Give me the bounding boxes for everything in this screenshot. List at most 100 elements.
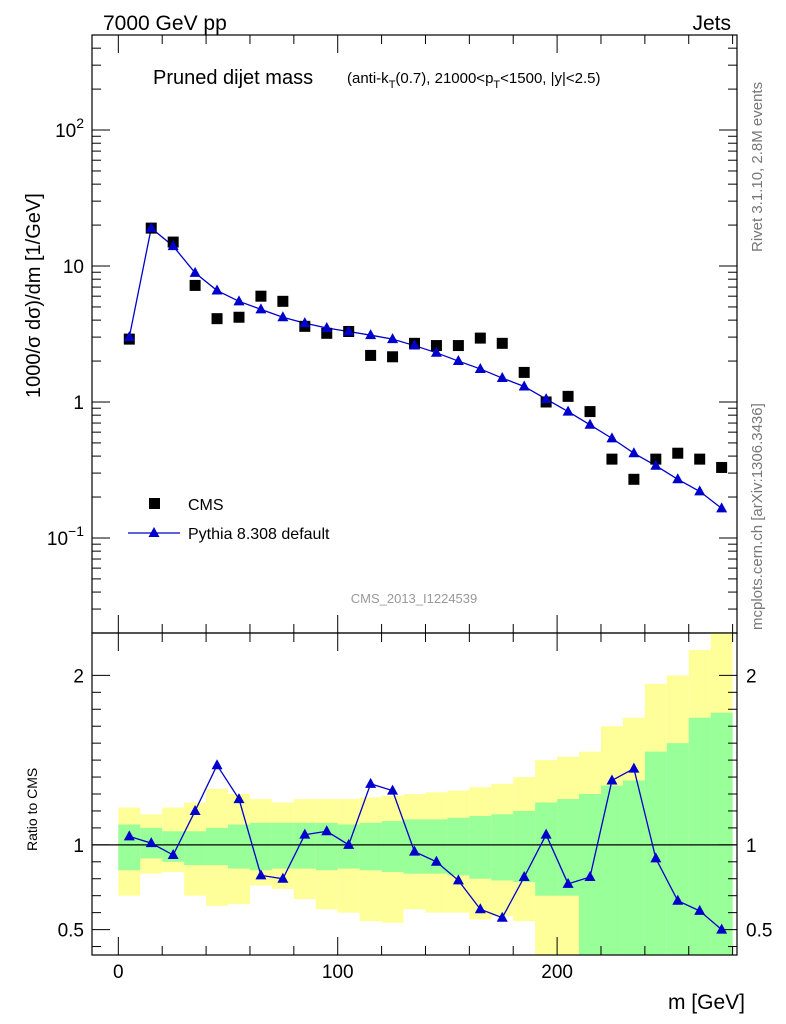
ratio-point <box>452 874 464 885</box>
xtick-label: 200 <box>541 962 573 983</box>
chart-title: Pruned dijet mass <box>153 67 313 89</box>
analysis-id: CMS_2013_I1224539 <box>351 591 478 606</box>
cms-point <box>672 447 684 459</box>
xtick-label: 0 <box>113 962 124 983</box>
cms-point <box>650 453 662 465</box>
ratio-ytick-label-right: 2 <box>746 666 757 687</box>
stat-band-bin <box>228 824 250 869</box>
ratio-point <box>540 828 552 839</box>
ratio-point <box>365 777 377 788</box>
ratio-bands <box>118 633 733 955</box>
ratio-point <box>650 852 662 863</box>
ratio-ytick-label-left: 2 <box>73 666 84 687</box>
main-ytick-label: 10−1 <box>47 523 84 550</box>
stat-band-bin <box>491 814 514 881</box>
main-ticks: 10−1 1 10 102 <box>47 34 737 634</box>
stat-band-bin <box>162 831 185 862</box>
main-ylabel: 1000/σ dσ)/dm [1/GeV] <box>23 193 45 398</box>
main-ytick-label: 1 <box>73 393 84 414</box>
ratio-ticks: 0.5 0.5 1 1 2 2 0 100 200 <box>58 633 772 983</box>
ratio-point <box>255 869 267 880</box>
ratio-point <box>606 774 618 785</box>
cms-point <box>496 337 508 349</box>
ratio-marks <box>123 759 728 934</box>
stat-band-bin <box>118 824 141 871</box>
pythia-point <box>343 325 355 336</box>
cms-point <box>430 340 442 352</box>
stat-band-bin <box>359 822 382 871</box>
stat-band-bin <box>425 819 448 874</box>
ratio-point <box>277 872 289 883</box>
ratio-ytick-label-right: 0.5 <box>746 921 772 942</box>
ratio-point <box>518 871 530 882</box>
ratio-point <box>409 845 420 856</box>
pythia-point <box>650 459 662 470</box>
ratio-ytick-label-left: 1 <box>73 836 84 857</box>
pythia-point <box>321 322 333 333</box>
pythia-point <box>474 362 486 373</box>
cms-point <box>452 340 464 352</box>
pythia-point <box>628 447 640 458</box>
pythia-point <box>716 502 728 513</box>
ratio-point <box>496 911 508 922</box>
pythia-point <box>584 418 596 429</box>
ratio-ytick-label-right: 1 <box>746 836 757 857</box>
cms-point <box>694 453 706 465</box>
legend-cms-marker <box>149 498 160 509</box>
ratio-point <box>145 837 157 848</box>
ratio-point <box>189 804 201 815</box>
ratio-point <box>211 759 223 770</box>
ratio-point <box>167 849 179 860</box>
pythia-point <box>233 295 245 306</box>
cms-point <box>628 473 640 485</box>
stat-band-bin <box>666 743 689 955</box>
legend: CMS Pythia 8.308 default <box>128 497 330 543</box>
header-left: 7000 GeV pp <box>103 12 227 35</box>
pythia-point <box>123 331 135 342</box>
chart-subtitle: (anti-kT(0.7), 21000<pT<1500, |y|<2.5) <box>347 70 601 91</box>
ratio-point <box>628 762 640 773</box>
ratio-point <box>123 830 135 841</box>
pythia-point <box>167 240 179 251</box>
main-ytick-label: 10 <box>63 257 84 278</box>
legend-cms-label: CMS <box>188 497 224 514</box>
ratio-line <box>129 763 723 931</box>
main-panel: 10−1 1 10 102 Pruned dijet mass (anti-kT(0.… <box>23 34 738 634</box>
header-right: Jets <box>692 12 731 35</box>
cms-point <box>233 311 245 323</box>
ratio-point <box>233 793 245 804</box>
pythia-point <box>211 284 223 295</box>
pythia-point <box>365 329 377 340</box>
cms-point <box>321 327 333 339</box>
stat-band-bin <box>206 827 229 866</box>
legend-pythia-label: Pythia 8.308 default <box>188 526 330 543</box>
stat-band-bin <box>600 785 623 955</box>
legend-pythia-marker <box>148 527 160 537</box>
cms-point <box>562 390 574 402</box>
subtitle-post: <1500, |y|<2.5) <box>500 70 600 87</box>
main-frame <box>91 34 738 634</box>
ratio-ytick-label-left: 0.5 <box>58 921 84 942</box>
ratio-point <box>299 828 311 839</box>
ratio-ylabel: Ratio to CMS <box>24 768 40 851</box>
stat-band-bin <box>688 717 711 955</box>
pythia-point <box>452 355 464 366</box>
x-axis-label: m [GeV] <box>668 991 745 1014</box>
cms-point <box>584 406 596 418</box>
pythia-point <box>562 405 574 416</box>
ratio-point <box>474 903 486 914</box>
pythia-point <box>255 303 267 314</box>
stat-band-bin <box>381 821 404 872</box>
mcplots-label: mcplots.cern.ch [arXiv:1306.3436] <box>749 403 766 630</box>
cms-point <box>277 295 289 307</box>
ratio-point <box>672 894 684 905</box>
pythia-point <box>145 222 157 233</box>
subtitle-mid: (0.7), 21000<p <box>395 70 493 87</box>
pythia-point <box>189 266 201 277</box>
main-ytick-label: 102 <box>55 115 84 142</box>
ratio-point <box>321 825 333 836</box>
pythia-point <box>277 311 289 322</box>
main-marks <box>123 222 728 513</box>
subtitle-sub2: T <box>493 79 500 91</box>
ratio-point <box>387 784 399 795</box>
